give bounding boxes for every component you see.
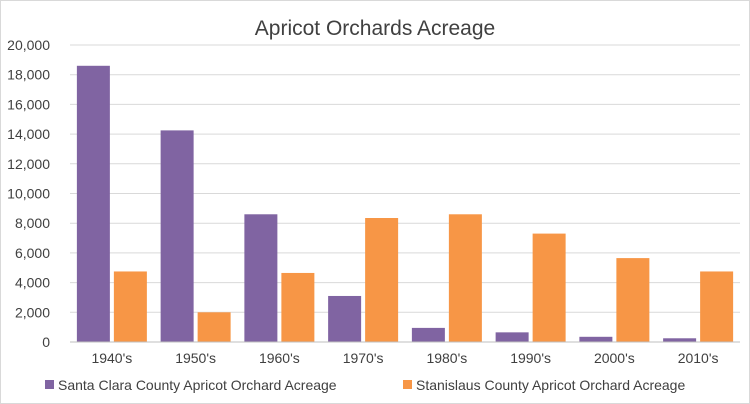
x-axis: 1940's 1950's 1960's 1970's 1980's 1990's 2000… [91, 350, 718, 366]
bar-santa-clara [244, 214, 278, 342]
x-tick-label: 2010's [678, 350, 719, 366]
y-tick-label: 20,000 [7, 37, 50, 53]
bar-stanislaus [616, 258, 650, 342]
x-tick-label: 1990's [510, 350, 551, 366]
x-tick-label: 1940's [91, 350, 132, 366]
bar-stanislaus [700, 271, 734, 342]
bar-stanislaus [113, 271, 147, 342]
x-tick-label: 1960's [259, 350, 300, 366]
y-tick-label: 16,000 [7, 96, 50, 112]
bar-stanislaus [532, 233, 566, 342]
x-tick-label: 1950's [175, 350, 216, 366]
bar-santa-clara [495, 332, 529, 342]
bar-stanislaus [448, 214, 482, 342]
y-tick-label: 2,000 [15, 304, 50, 320]
bar-santa-clara [411, 327, 445, 342]
bar-santa-clara [663, 338, 697, 342]
x-tick-label: 2000's [594, 350, 635, 366]
y-tick-label: 12,000 [7, 156, 50, 172]
y-tick-label: 4,000 [15, 275, 50, 291]
bar-santa-clara [76, 65, 110, 342]
y-tick-label: 14,000 [7, 126, 50, 142]
legend-swatch [45, 380, 54, 389]
x-tick-label: 1970's [343, 350, 384, 366]
x-tick-label: 1980's [426, 350, 467, 366]
bars [76, 65, 734, 342]
y-tick-label: 18,000 [7, 67, 50, 83]
bar-santa-clara [328, 295, 362, 342]
bar-stanislaus [365, 218, 399, 342]
chart-title: Apricot Orchards Acreage [255, 17, 495, 40]
legend-label: Stanislaus County Apricot Orchard Acreag… [416, 377, 685, 393]
legend-swatch [403, 380, 412, 389]
legend-label: Santa Clara County Apricot Orchard Acrea… [58, 377, 337, 393]
bar-santa-clara [160, 130, 194, 342]
y-tick-label: 10,000 [7, 186, 50, 202]
bar-stanislaus [197, 312, 231, 342]
y-tick-label: 8,000 [15, 215, 50, 231]
y-tick-label: 6,000 [15, 245, 50, 261]
y-tick-label: 0 [42, 334, 50, 350]
bar-stanislaus [281, 272, 315, 342]
bar-santa-clara [579, 336, 613, 342]
legend: Santa Clara County Apricot Orchard Acrea… [45, 377, 685, 393]
y-axis: 0 2,000 4,000 6,000 8,000 10,000 12,000 14,000 1… [7, 37, 50, 350]
